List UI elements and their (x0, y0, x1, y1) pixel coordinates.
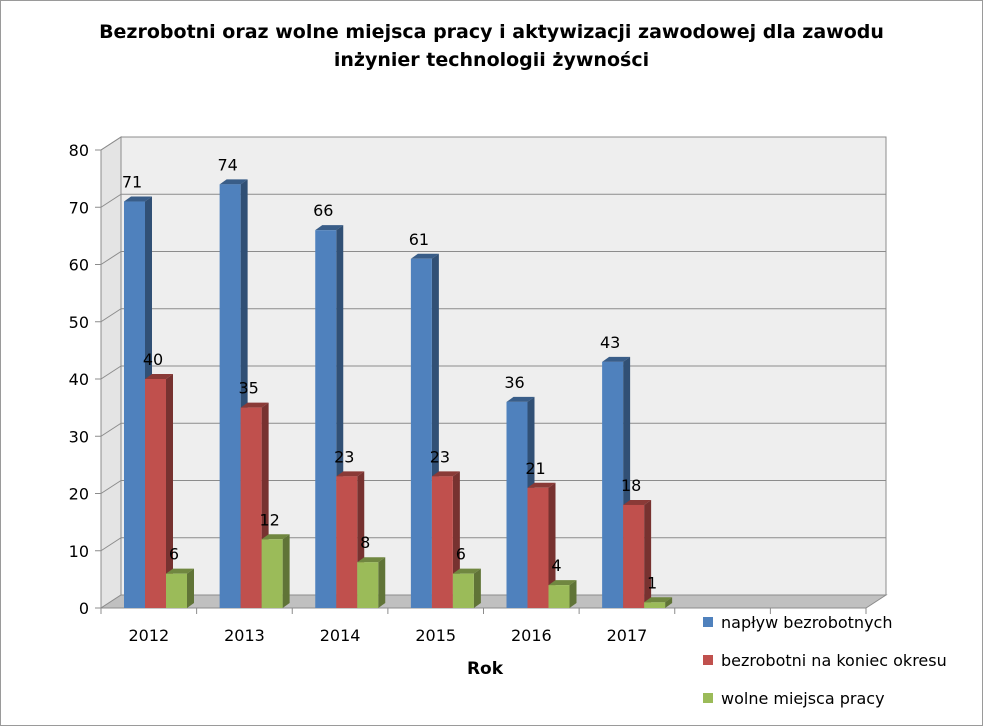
x-tick-label-2017: 2017 (607, 626, 648, 645)
legend: napływ bezrobotnych bezrobotni na koniec… (703, 603, 978, 717)
legend-label-3: wolne miejsca pracy (721, 688, 885, 708)
gridline-side-10 (100, 537, 122, 552)
x-tick-label-2015: 2015 (415, 626, 456, 645)
data-label-2013-series-3: 12 (259, 510, 279, 529)
bar-2014-series-3 (357, 557, 386, 608)
data-label-2012-series-1: 71 (122, 173, 142, 192)
bar-2017-series-2 (623, 499, 652, 608)
y-tick-label-70: 70 (69, 198, 89, 217)
data-label-2014-series-2: 23 (334, 447, 354, 466)
gridline-side-30 (100, 422, 122, 437)
legend-swatch-2 (703, 655, 713, 665)
x-tick-label-2013: 2013 (224, 626, 265, 645)
legend-item-series-2: bezrobotni na koniec okresu (703, 641, 978, 679)
x-axis: 2012 2013 2014 2015 2016 2017 Rok (100, 607, 867, 679)
bar-2017-series-3 (644, 597, 673, 608)
x-tick-label-2016: 2016 (511, 626, 552, 645)
data-label-2016-series-1: 36 (504, 373, 524, 392)
legend-swatch-1 (703, 617, 713, 627)
data-label-2015-series-2: 23 (430, 447, 450, 466)
y-tick-label-20: 20 (69, 485, 89, 504)
y-tick-label-30: 30 (69, 427, 89, 446)
data-label-2017-series-2: 18 (621, 476, 641, 495)
data-label-2012-series-2: 40 (143, 350, 163, 369)
y-tick-label-10: 10 (69, 542, 89, 561)
bar-2015-series-3 (452, 568, 481, 608)
x-tick-label-2014: 2014 (320, 626, 361, 645)
data-label-2014-series-1: 66 (313, 201, 333, 220)
gridline-side-60 (100, 251, 122, 265)
legend-swatch-3 (703, 693, 713, 703)
legend-label-2: bezrobotni na koniec okresu (721, 650, 947, 670)
data-label-2015-series-1: 61 (409, 230, 429, 249)
data-label-2012-series-3: 6 (169, 545, 179, 564)
chart-title: Bezrobotni oraz wolne miejsca pracy i ak… (0, 18, 983, 74)
data-label-2014-series-3: 8 (360, 533, 370, 552)
y-tick-label-60: 60 (69, 256, 89, 275)
y-tick-label-50: 50 (69, 313, 89, 332)
y-tick-label-0: 0 (79, 599, 89, 618)
bar-2012-series-3 (166, 568, 194, 608)
bar-2016-series-2 (527, 482, 556, 608)
legend-label-1: napływ bezrobotnych (721, 612, 893, 632)
data-label-2016-series-2: 21 (525, 459, 545, 478)
legend-item-series-3: wolne miejsca pracy (703, 679, 978, 717)
chart-title-line-2: inżynier technologii żywności (333, 49, 650, 71)
gridline-side-70 (100, 193, 122, 208)
bars: 71 40 6 74 35 12 66 23 8 61 23 6 36 21 4 43 18 1 (122, 155, 673, 608)
gridline-side-50 (100, 308, 122, 323)
data-label-2017-series-1: 43 (600, 333, 620, 352)
data-label-2016-series-3: 4 (551, 556, 561, 575)
y-tick-label-40: 40 (69, 370, 89, 389)
data-label-2015-series-3: 6 (456, 545, 466, 564)
y-tick-label-80: 80 (69, 141, 89, 160)
x-axis-title: Rok (467, 659, 504, 679)
bar-2013-series-3 (261, 534, 290, 608)
data-label-2017-series-3: 1 (647, 573, 657, 592)
gridline-side-40 (100, 365, 122, 380)
legend-item-series-1: napływ bezrobotnych (703, 603, 978, 641)
data-label-2013-series-1: 74 (217, 155, 237, 174)
bar-2012-series-2 (145, 374, 173, 608)
x-tick-label-2012: 2012 (128, 626, 169, 645)
y-axis: 0 10 20 30 40 50 60 70 80 (69, 141, 102, 618)
data-label-2013-series-2: 35 (238, 379, 258, 398)
gridline-side-20 (100, 480, 122, 494)
chart-title-line-1: Bezrobotni oraz wolne miejsca pracy i ak… (99, 21, 884, 43)
bar-2016-series-3 (548, 580, 577, 608)
gridline-side-80 (100, 136, 122, 151)
